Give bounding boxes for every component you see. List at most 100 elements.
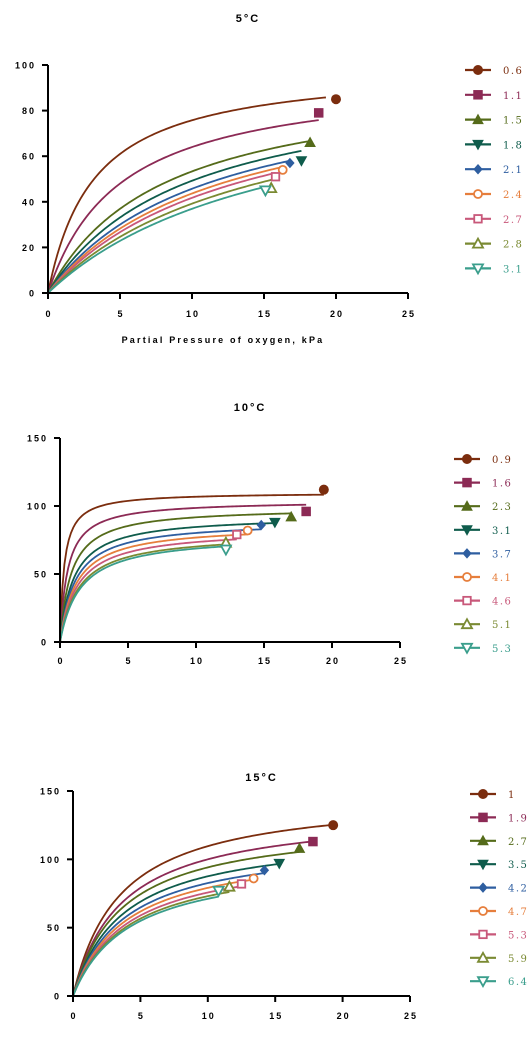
series-line-1.1: [47, 119, 319, 294]
data-point-2.4: [277, 164, 288, 175]
x-tick-label: 25: [404, 1011, 418, 1021]
legend-label: 2.7: [508, 837, 528, 848]
legend-label: 2.8: [503, 240, 523, 251]
legend-label: 2.1: [503, 165, 523, 176]
legend-item-5.1: 5.1: [454, 617, 512, 631]
data-point-2.1: [285, 157, 295, 169]
legend-item-4.1: 4.1: [454, 572, 511, 584]
y-tick-label: 20: [22, 243, 36, 253]
legend-label: 5.9: [508, 954, 528, 965]
legend-label: 1: [508, 790, 516, 801]
series-line-0.9: [59, 493, 324, 643]
x-tick-label: 5: [117, 309, 124, 319]
legend-marker: [473, 163, 483, 175]
legend-label: 3.1: [503, 264, 523, 275]
data-point-6.4: [212, 885, 226, 898]
x-tick-label: 25: [394, 656, 408, 666]
series-line-4.1: [59, 533, 248, 643]
data-point-1.9: [308, 836, 318, 847]
x-tick-label: 0: [70, 1011, 77, 1021]
legend-label: 0.6: [503, 66, 523, 77]
legend-item-4.7: 4.7: [470, 906, 527, 918]
series-line-3.5: [72, 863, 279, 997]
chart-panel-2: 10°C 0 50 100 150 0 5 10 15 20 25 0.9 1.6 2.3 3.1 3.7 4.…: [27, 402, 512, 666]
data-point-1.1: [313, 108, 324, 118]
legend-item-3.5: 3.5: [470, 859, 527, 871]
data-point-4.6: [232, 529, 242, 540]
legend-marker: [478, 789, 488, 799]
legend-marker: [473, 189, 483, 199]
series-line-1.8: [47, 149, 302, 294]
legend-item-1.5: 1.5: [465, 113, 522, 127]
legend-marker: [462, 548, 472, 559]
legend-label: 3.1: [492, 526, 512, 537]
x-tick-label: 20: [337, 1011, 351, 1021]
data-point-0.9: [318, 484, 329, 495]
data-point-2.7: [270, 172, 281, 182]
legend-marker: [478, 882, 488, 893]
legend-marker: [462, 595, 472, 606]
legend-item-6.4: 6.4: [470, 976, 528, 989]
legend-label: 1.1: [503, 91, 523, 102]
chart-title: 15°C: [245, 772, 278, 784]
series-line-3.7: [59, 528, 262, 643]
chart-panel-3: 15°C 0 50 100 150 0 5 10 15 20 25 1 1.9 2.7 3.5 4.2 4.7 5…: [40, 772, 528, 1021]
series-line-5.3: [59, 545, 226, 643]
legend-marker: [462, 454, 472, 464]
data-point-3.1: [269, 517, 281, 529]
legend-label: 3.7: [492, 549, 512, 560]
legend-item-2.3: 2.3: [454, 500, 512, 513]
series-line-2.8: [47, 179, 272, 294]
data-point-3.1: [258, 185, 272, 198]
series-line-4.6: [59, 538, 237, 643]
legend-item-5.3: 5.3: [470, 929, 527, 941]
legend-label: 5.1: [492, 620, 512, 631]
legend-marker: [460, 642, 474, 655]
series-line-1.5: [47, 140, 311, 294]
x-tick-label: 0: [57, 656, 64, 666]
legend-marker: [473, 65, 483, 75]
legend-item-3.1: 3.1: [465, 263, 523, 275]
data-point-5.3: [219, 544, 233, 557]
legend: 0.9 1.6 2.3 3.1 3.7 4.1 4.6 5.1 5.3: [454, 454, 512, 655]
legend-item-1: 1: [470, 789, 516, 801]
data-point-5.3: [236, 879, 247, 889]
legend-label: 2.3: [492, 502, 512, 513]
legend: 1 1.9 2.7 3.5 4.2 4.7 5.3 5.9 6.4: [470, 789, 528, 989]
legend-marker: [476, 950, 490, 963]
series-line-5.3: [72, 885, 243, 997]
legend-item-0.6: 0.6: [465, 65, 523, 77]
legend-marker: [461, 500, 473, 511]
x-tick-label: 15: [258, 656, 272, 666]
series-line-5.9: [72, 891, 230, 997]
legend-marker: [476, 976, 490, 989]
data-point-1.5: [304, 136, 316, 148]
data-point-1: [328, 820, 339, 831]
legend-marker: [462, 572, 472, 582]
legend-label: 4.6: [492, 597, 512, 608]
chart-title: 5°C: [236, 13, 260, 25]
legend-marker: [478, 906, 488, 916]
series-line-2.1: [47, 159, 291, 294]
series-line-2.3: [59, 512, 292, 643]
y-tick-label: 100: [15, 61, 36, 71]
series-line-4.7: [72, 878, 254, 997]
legend-label: 1.6: [492, 479, 512, 490]
series-line-2.4: [47, 166, 283, 294]
data-point-3.5: [273, 858, 286, 870]
y-tick-label: 60: [22, 152, 36, 162]
x-tick-label: 15: [269, 1011, 283, 1021]
data-point-2.7: [293, 842, 306, 853]
x-tick-label: 0: [45, 309, 52, 319]
legend-marker: [473, 214, 483, 224]
series-line-5.1: [59, 543, 226, 643]
legend-item-1.9: 1.9: [470, 812, 527, 824]
series-line-2.7: [47, 172, 276, 294]
legend-item-2.4: 2.4: [465, 189, 522, 201]
legend-label: 0.9: [492, 455, 512, 466]
x-tick-label: 5: [125, 656, 132, 666]
legend-label: 6.4: [508, 977, 528, 988]
x-tick-label: 20: [326, 656, 340, 666]
legend-item-4.6: 4.6: [454, 595, 512, 608]
legend-marker: [462, 477, 472, 488]
